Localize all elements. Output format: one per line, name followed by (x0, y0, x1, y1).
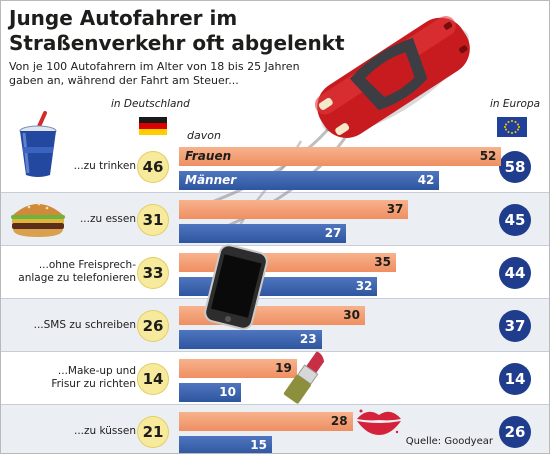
drink-cup-icon (19, 111, 57, 177)
row-label-line: Frisur zu richten (51, 378, 136, 390)
row-label: ...ohne Freisprech-anlage zu telefoniere… (9, 259, 136, 285)
bar-men: 15 (179, 436, 272, 453)
burger-icon (11, 202, 65, 237)
bar-women: 28 (179, 412, 353, 431)
row-label-line: ...SMS zu schreiben (33, 318, 136, 331)
bar-men: 27 (179, 224, 347, 243)
bar-men: 23 (179, 330, 322, 349)
bar-value-label: 28 (330, 414, 348, 428)
row-label-line: ...Make-up und (57, 365, 136, 377)
row-separator (1, 245, 549, 246)
bar-value-label: 19 (275, 361, 292, 375)
row-separator (1, 192, 549, 193)
header-davon: davon (187, 129, 221, 142)
bar-value-label: 37 (386, 202, 404, 216)
germany-value: 26 (137, 310, 169, 342)
row-label-line: ...zu essen (79, 212, 136, 225)
bar-women: Frauen 52 (179, 147, 502, 166)
bar-value-label: 42 (417, 173, 435, 187)
bar-value-label: 27 (324, 226, 342, 240)
bar-value-label: 15 (250, 438, 267, 452)
eu-flag-icon (497, 117, 527, 137)
germany-value: 46 (137, 151, 169, 183)
europe-value: 44 (499, 257, 531, 289)
row-separator (1, 404, 549, 405)
bar-value-label: 10 (219, 385, 236, 399)
header-europe: in Europa (490, 98, 541, 110)
germany-value: 33 (137, 257, 169, 289)
row-label: ...zu essen (9, 213, 136, 226)
europe-value: 26 (499, 416, 531, 448)
row-label-line: ...zu küssen (74, 424, 136, 437)
bar-value-label: 35 (374, 255, 391, 269)
europe-value: 45 (499, 204, 531, 236)
bar-men: Männer 42 (179, 171, 440, 190)
europe-value: 14 (499, 363, 531, 395)
europe-value: 58 (499, 151, 531, 183)
bar-value-label: 52 (479, 149, 497, 163)
germany-value: 14 (137, 363, 169, 395)
row-label: ...zu trinken (9, 160, 136, 173)
bar-women: 19 (179, 359, 297, 378)
kiss-lips-icon (357, 409, 401, 435)
germany-value: 31 (137, 204, 169, 236)
row-label: ...SMS zu schreiben (9, 319, 136, 332)
series-label: Frauen (185, 149, 232, 163)
bar-value-label: 23 (299, 332, 317, 346)
title-line-2: Straßenverkehr oft abgelenkt (9, 31, 345, 55)
row-label: ...Make-up und Frisur zu richten (9, 365, 136, 391)
source-note: Quelle: Goodyear (405, 436, 493, 447)
row-separator (1, 351, 549, 352)
row-label-line: ...zu trinken (73, 159, 136, 172)
red-car-icon (314, 16, 470, 138)
series-label: Männer (185, 173, 237, 187)
bar-value-label: 32 (355, 279, 373, 293)
header-germany: in Deutschland (111, 98, 190, 110)
row-separator (1, 298, 549, 299)
subtitle-line-2: gaben an, während der Fahrt am Steuer... (9, 74, 239, 87)
germany-value: 21 (137, 416, 169, 448)
bar-value-label: 30 (343, 308, 360, 322)
row-label-line: anlage zu telefonieren (18, 272, 136, 284)
row-label-line: ...ohne Freisprech- (38, 259, 136, 271)
title-line-1: Junge Autofahrer im (9, 6, 238, 30)
bar-men: 10 (179, 383, 241, 402)
row-label: ...zu küssen (9, 425, 136, 438)
phone-icon (204, 244, 268, 330)
lipstick-icon (283, 351, 325, 404)
subtitle-line-1: Von je 100 Autofahrern im Alter von 18 b… (9, 60, 300, 73)
bar-women: 37 (179, 200, 409, 219)
germany-flag-icon (139, 117, 167, 135)
europe-value: 37 (499, 310, 531, 342)
